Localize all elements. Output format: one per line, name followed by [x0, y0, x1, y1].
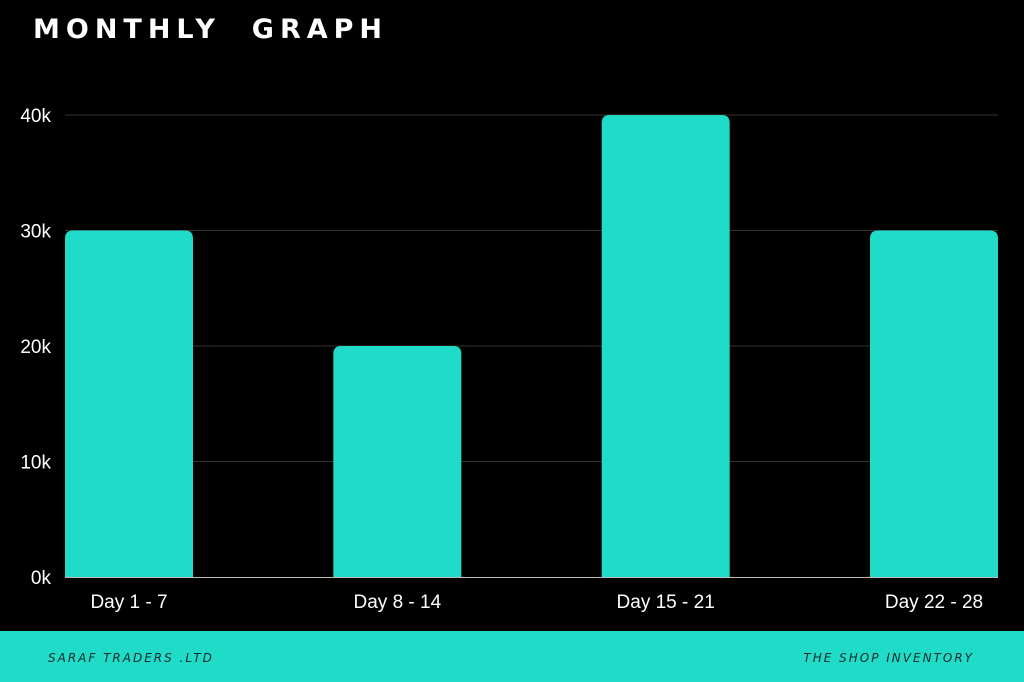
- y-tick-label: 10k: [20, 453, 51, 474]
- footer-caption: THE SHOP INVENTORY: [803, 651, 974, 665]
- x-tick-label: Day 22 - 28: [885, 592, 983, 613]
- y-tick-label: 20k: [20, 337, 51, 358]
- bar: [601, 115, 730, 577]
- bar-chart: 0k 10k 20k 30k 40k Day 1 - 7 Day 8 - 14 Day 15…: [20, 106, 998, 613]
- bar: [65, 230, 193, 577]
- x-tick-label: Day 15 - 21: [617, 592, 715, 613]
- gridlines: [65, 114, 998, 462]
- bar: [870, 230, 998, 577]
- bar: [333, 346, 462, 577]
- x-axis-tick-labels: Day 1 - 7 Day 8 - 14 Day 15 - 21 Day 22 - 2…: [90, 592, 983, 613]
- y-axis-tick-labels: 0k 10k 20k 30k 40k: [20, 106, 51, 589]
- chart-title: MONTHLY GRAPH: [33, 14, 389, 45]
- x-tick-label: Day 8 - 14: [354, 592, 442, 613]
- bars: [65, 115, 998, 577]
- company-name: SARAF TRADERS .LTD: [48, 651, 214, 665]
- x-tick-label: Day 1 - 7: [90, 592, 167, 613]
- y-tick-label: 40k: [20, 106, 51, 127]
- y-tick-label: 30k: [20, 222, 51, 243]
- footer-bar: SARAF TRADERS .LTD THE SHOP INVENTORY: [0, 631, 1024, 682]
- y-tick-label: 0k: [31, 568, 52, 589]
